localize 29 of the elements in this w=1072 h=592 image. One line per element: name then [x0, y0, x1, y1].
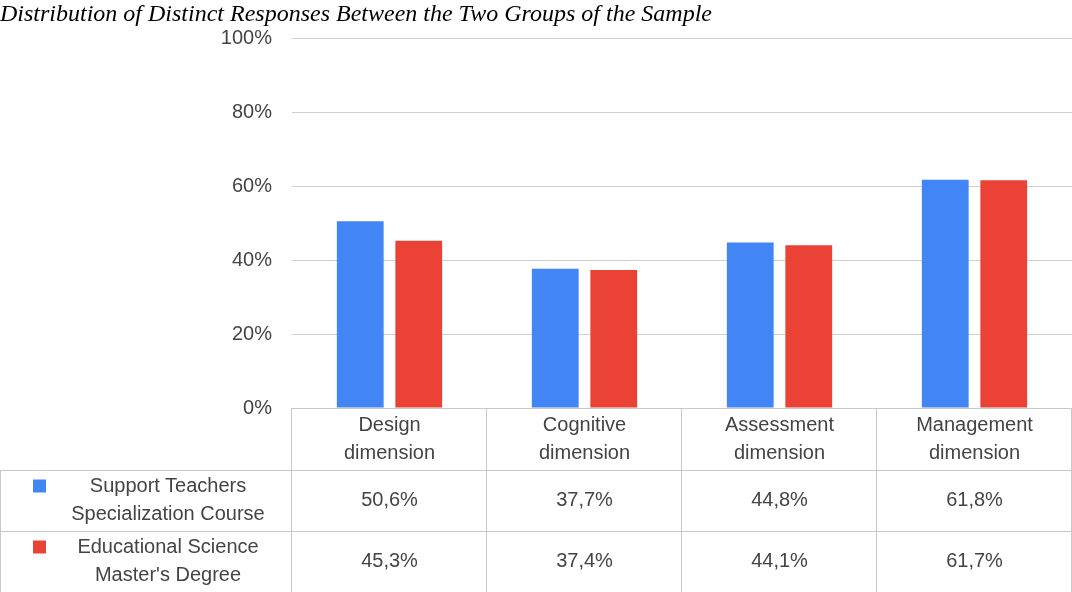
- data-label: 50,6%: [361, 488, 419, 511]
- bar: [921, 179, 969, 408]
- data-label: 61,8%: [946, 488, 1004, 511]
- chart-title: Distribution of Distinct Responses Between the Two Groups of the Sample: [0, 0, 713, 26]
- y-tick-label: 20%: [231, 321, 273, 344]
- data-label: 61,7%: [946, 549, 1004, 572]
- data-label: 37,4%: [556, 549, 614, 572]
- data-label: 37,7%: [556, 488, 614, 511]
- data-label: 45,3%: [361, 549, 419, 572]
- x-tick-label: Design dimension: [343, 412, 436, 463]
- legend-label: Support Teachers Specialization Course: [71, 474, 265, 525]
- y-tick-label: 0%: [243, 395, 273, 418]
- x-tick-label: Management dimension: [916, 412, 1034, 463]
- bar: [531, 268, 579, 408]
- data-label: 44,8%: [751, 488, 809, 511]
- y-tick-label: 60%: [231, 174, 273, 196]
- bar: [785, 245, 833, 408]
- x-tick-label: Cognitive dimension: [538, 412, 631, 463]
- y-tick-label: 80%: [231, 100, 273, 123]
- data-label: 44,1%: [751, 549, 809, 572]
- bar: [590, 269, 638, 408]
- bar: [395, 240, 443, 408]
- x-tick-label: Assessment dimension: [725, 412, 835, 463]
- y-tick-label: 100%: [220, 26, 273, 49]
- bar: [980, 180, 1028, 408]
- y-tick-label: 40%: [231, 247, 273, 270]
- legend-label: Educational Science Master's Degree: [77, 535, 259, 586]
- bar: [726, 242, 774, 408]
- bar: [336, 221, 384, 408]
